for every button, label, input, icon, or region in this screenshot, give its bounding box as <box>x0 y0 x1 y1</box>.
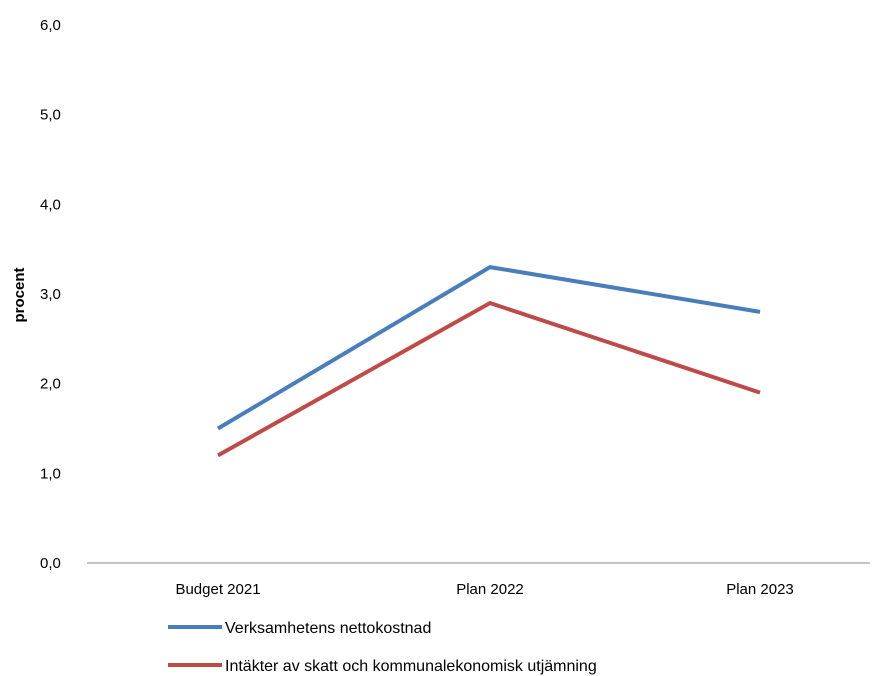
series-group <box>216 265 761 458</box>
series-line-1 <box>216 265 761 431</box>
x-tick-label: Budget 2021 <box>175 581 260 598</box>
x-axis-ticks: Budget 2021 Plan 2022 Plan 2023 <box>175 581 793 598</box>
y-tick-label: 1,0 <box>40 465 61 482</box>
y-tick-label: 3,0 <box>40 286 61 303</box>
y-tick-label: 0,0 <box>40 555 61 572</box>
series-line-2 <box>217 300 761 458</box>
legend-label: Intäkter av skatt och kommunalekonomisk … <box>225 658 597 675</box>
legend-label: Verksamhetens nettokostnad <box>225 620 431 637</box>
y-tick-label: 4,0 <box>40 196 61 213</box>
legend: Verksamhetens nettokostnad Intäkter av sk… <box>168 620 597 675</box>
y-tick-label: 6,0 <box>40 17 61 34</box>
x-tick-label: Plan 2023 <box>726 581 794 598</box>
x-tick-label: Plan 2022 <box>456 581 524 598</box>
y-tick-label: 2,0 <box>40 376 61 393</box>
y-axis-ticks: 0,0 1,0 2,0 3,0 4,0 5,0 6,0 <box>40 17 61 572</box>
y-axis-label: procent <box>11 267 28 322</box>
y-tick-label: 5,0 <box>40 107 61 124</box>
